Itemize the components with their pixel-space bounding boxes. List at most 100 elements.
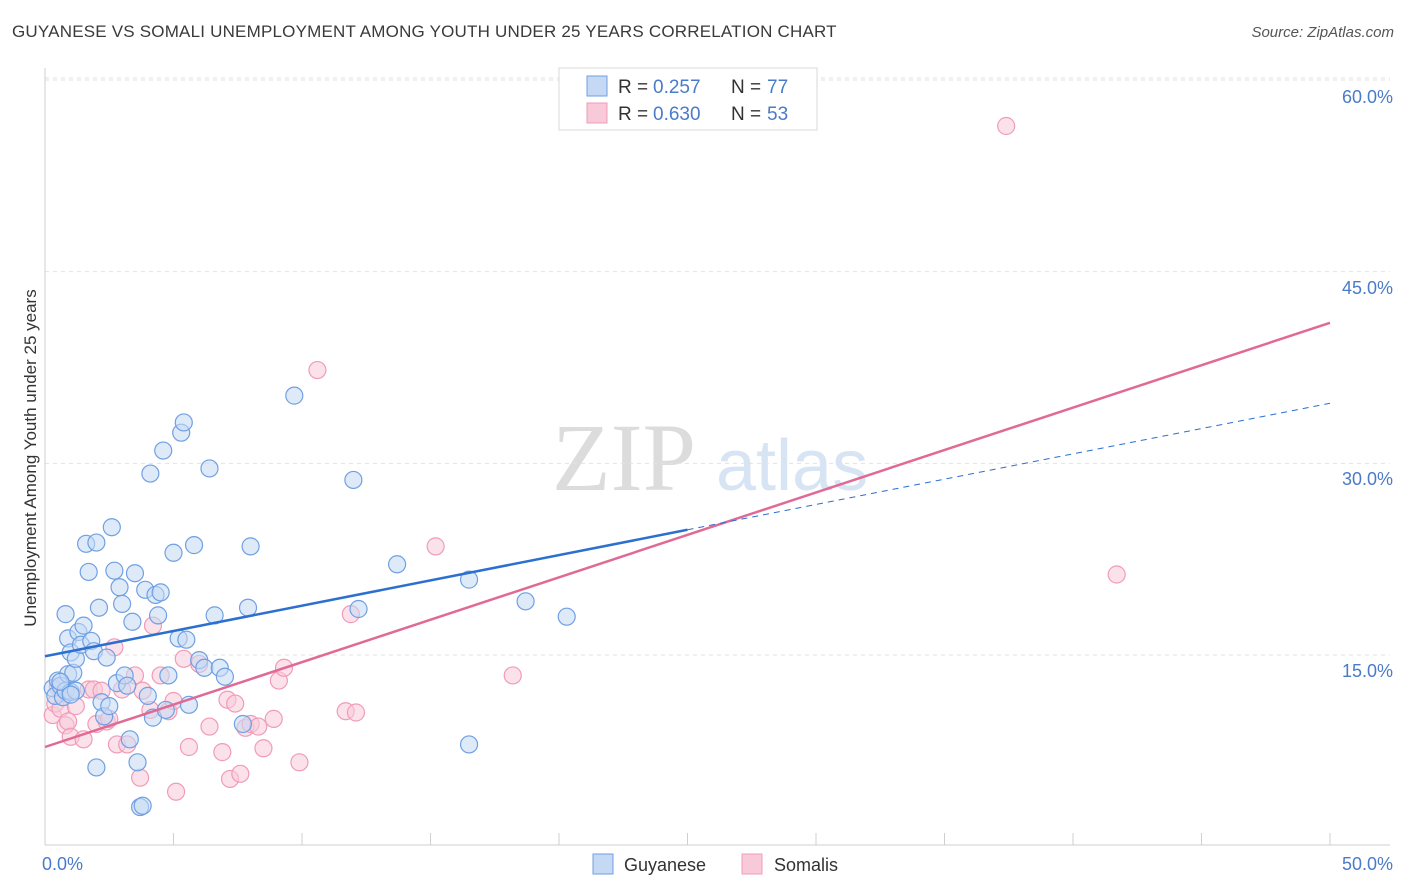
guyanese-points <box>43 386 576 817</box>
guyanese-point <box>79 562 98 582</box>
guyanese-point <box>215 667 234 686</box>
guyanese-point <box>516 592 535 611</box>
guyanese-point <box>61 685 80 704</box>
stats-box: R = 0.257 N = 77 R = 0.630 N = 53 <box>558 67 818 131</box>
somalis-point <box>130 768 150 787</box>
guyanese-point <box>89 598 109 617</box>
guyanese-point <box>123 612 142 631</box>
x-tick-label-min: 0.0% <box>42 854 83 874</box>
y-tick-label: 30.0% <box>1342 469 1393 489</box>
guyanese-point <box>128 753 147 772</box>
stats-r-label: R = <box>618 77 648 98</box>
gridlines <box>45 77 1390 656</box>
guyanese-point <box>285 386 304 405</box>
guyanese-point <box>87 533 106 552</box>
guyanese-point <box>125 564 145 583</box>
guyanese-point <box>177 630 196 649</box>
somalis-point <box>308 360 327 380</box>
chart-title: GUYANESE VS SOMALI UNEMPLOYMENT AMONG YO… <box>12 22 837 41</box>
guyanese-point <box>100 697 119 716</box>
guyanese-point <box>97 648 116 667</box>
somalis-point <box>426 537 445 556</box>
watermark-zip: ZIP <box>552 404 696 511</box>
somalis-point <box>264 709 283 728</box>
guyanese-point <box>105 561 124 580</box>
guyanese-point <box>154 441 173 460</box>
guyanese-point <box>174 413 193 432</box>
stats-n-value: 53 <box>767 104 788 125</box>
somalis-trend-line <box>44 321 1331 749</box>
legend-swatch-somalis <box>741 853 763 875</box>
somalis-point <box>213 743 232 762</box>
guyanese-point <box>459 570 479 589</box>
legend-swatch-guyanese <box>592 853 614 875</box>
y-axis-label: Unemployment Among Youth under 25 years <box>21 289 40 626</box>
stats-swatch-guyanese <box>586 75 608 97</box>
legend-label-somalis: Somalis <box>774 855 838 875</box>
guyanese-point <box>200 459 219 478</box>
y-tick-labels: 15.0% 30.0% 45.0% 60.0% <box>1342 87 1393 681</box>
x-axis-ticks <box>44 833 1331 845</box>
guyanese-point <box>233 714 252 734</box>
guyanese-point <box>118 676 137 695</box>
legend: Guyanese Somalis <box>592 853 838 875</box>
guyanese-point <box>74 616 93 635</box>
guyanese-point <box>110 578 129 597</box>
somalis-point <box>254 739 273 758</box>
guyanese-point <box>387 555 407 574</box>
guyanese-point <box>184 536 204 555</box>
stats-n-label: N = <box>731 104 761 125</box>
stats-n-value: 77 <box>767 77 788 98</box>
somalis-points <box>43 116 1126 801</box>
legend-label-guyanese: Guyanese <box>624 855 706 875</box>
watermark-atlas: atlas <box>716 426 868 506</box>
guyanese-trend-line <box>44 528 688 658</box>
x-tick-label-max: 50.0% <box>1342 854 1393 874</box>
somalis-point <box>997 116 1016 136</box>
somalis-point <box>226 694 245 713</box>
guyanese-point <box>241 537 260 556</box>
somalis-point <box>174 649 193 668</box>
guyanese-point <box>195 658 214 677</box>
somalis-point <box>249 717 268 736</box>
somalis-point <box>231 764 250 783</box>
guyanese-point <box>120 730 139 749</box>
stats-r-label: R = <box>618 104 648 125</box>
guyanese-point <box>138 686 157 705</box>
somalis-point <box>1107 565 1126 584</box>
somalis-point <box>179 737 199 757</box>
somalis-point <box>290 753 309 772</box>
somalis-point <box>200 717 219 736</box>
guyanese-point <box>164 543 183 562</box>
guyanese-point <box>133 796 152 815</box>
guyanese-point <box>238 598 258 617</box>
guyanese-point <box>141 464 160 483</box>
guyanese-point <box>459 735 479 754</box>
somalis-point <box>503 666 522 685</box>
guyanese-point <box>557 607 576 626</box>
stats-swatch-somalis <box>586 102 608 124</box>
stats-n-label: N = <box>731 77 761 98</box>
y-tick-label: 15.0% <box>1342 661 1393 681</box>
guyanese-point <box>159 666 178 685</box>
guyanese-point <box>148 606 168 625</box>
y-tick-label: 45.0% <box>1342 278 1393 298</box>
watermark: ZIP atlas <box>552 404 868 511</box>
guyanese-point <box>51 672 70 691</box>
guyanese-point <box>112 594 132 613</box>
guyanese-point <box>151 583 170 602</box>
stats-r-value: 0.257 <box>653 77 701 98</box>
stats-r-value: 0.630 <box>653 104 701 125</box>
source-label: Source: ZipAtlas.com <box>1251 24 1394 41</box>
guyanese-point <box>56 605 75 624</box>
guyanese-point <box>349 599 368 619</box>
trend-lines <box>44 321 1331 749</box>
somalis-point <box>166 782 186 801</box>
guyanese-point <box>87 758 106 777</box>
y-tick-label: 60.0% <box>1342 87 1393 107</box>
somalis-point <box>59 712 78 731</box>
guyanese-point <box>344 470 363 490</box>
guyanese-point <box>102 518 121 537</box>
somalis-point <box>346 703 366 722</box>
